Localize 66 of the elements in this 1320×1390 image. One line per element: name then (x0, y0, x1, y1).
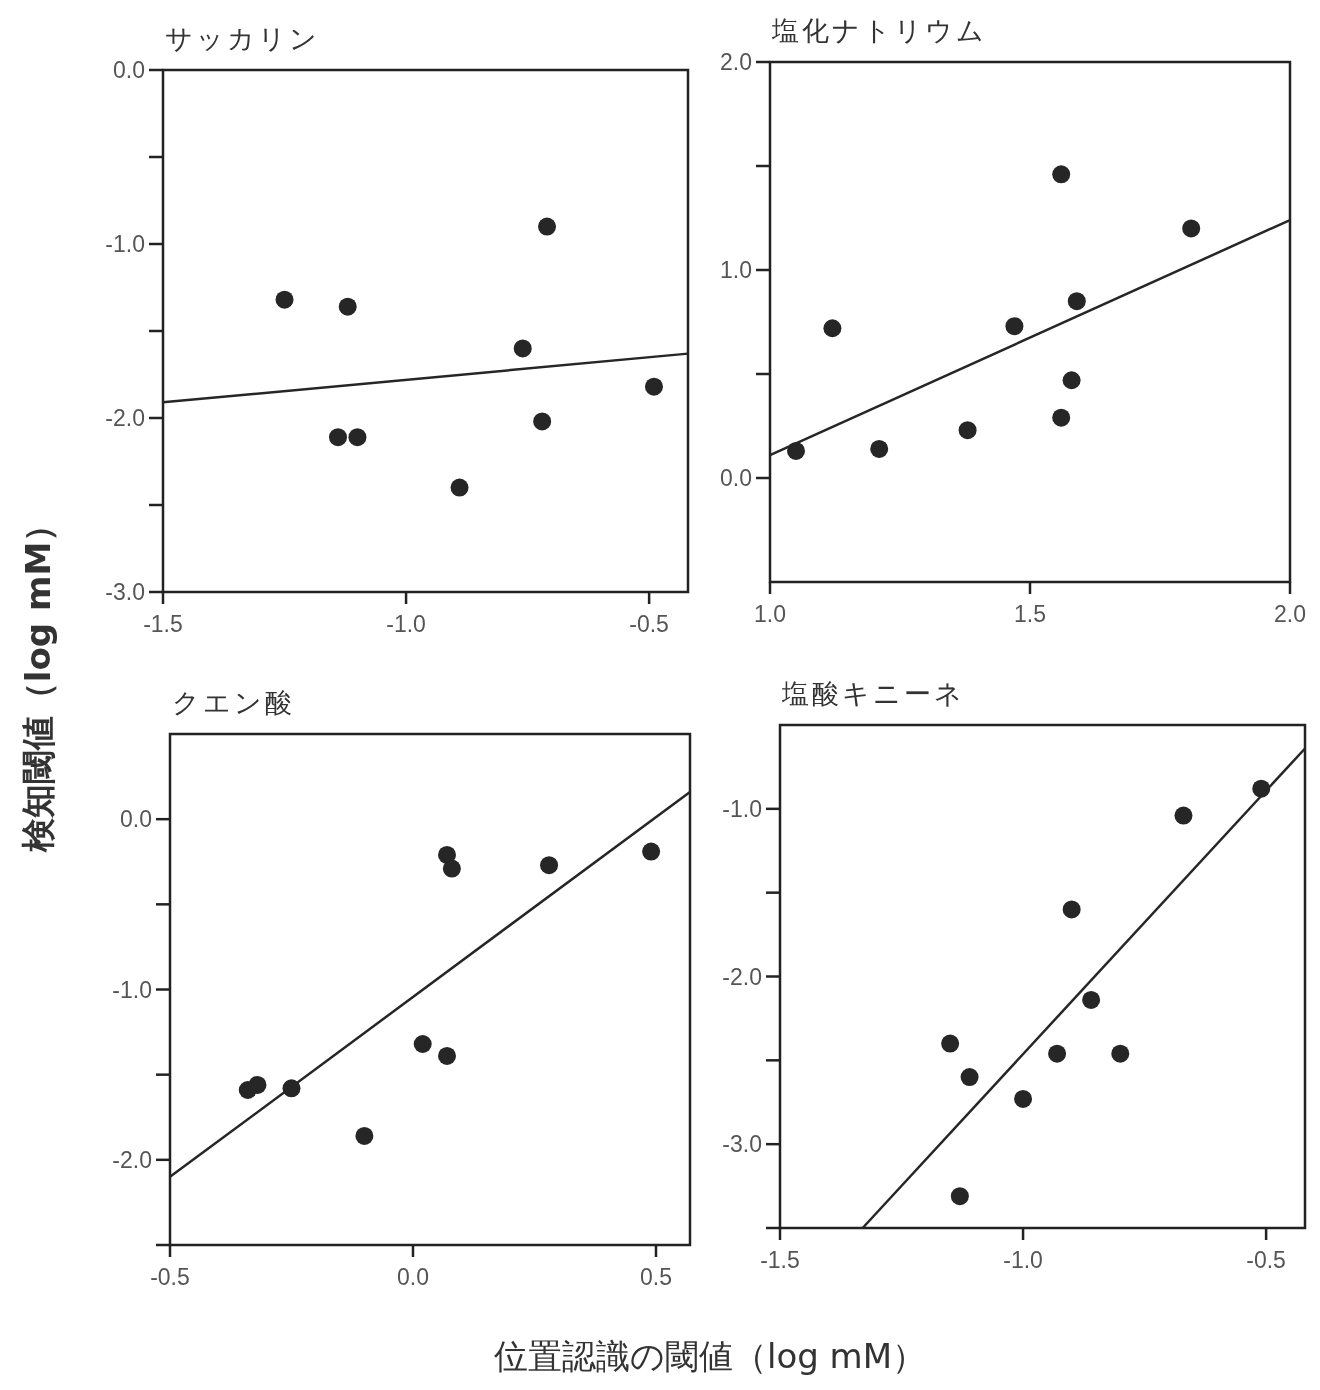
y-axis-title: 検知閾値（log mM） (18, 507, 58, 854)
y-tick-label: 1.0 (720, 257, 752, 284)
point (1048, 1044, 1067, 1063)
point (438, 845, 457, 864)
chart-title: 塩化ナトリウム (771, 15, 987, 46)
point (338, 297, 357, 316)
point (329, 428, 347, 447)
point (1062, 900, 1081, 919)
chart-title: 塩酸キニーネ (781, 678, 965, 709)
point (1062, 371, 1081, 390)
point (348, 428, 367, 447)
chart-title: サッカリン (165, 23, 320, 54)
x-tick-label: -1.0 (1003, 1247, 1043, 1273)
point (1111, 1044, 1130, 1063)
point (870, 439, 889, 458)
point (1005, 317, 1024, 336)
y-tick-label: 0.0 (120, 806, 152, 833)
x-tick-label: 1.0 (754, 601, 786, 627)
point (538, 217, 557, 236)
point (950, 1187, 969, 1206)
point (355, 1126, 374, 1145)
x-tick-label: -0.5 (629, 611, 669, 637)
point (450, 478, 469, 497)
point (513, 339, 532, 358)
y-tick-label: 2.0 (720, 49, 752, 76)
point (413, 1035, 432, 1054)
y-tick-label: -2.0 (105, 405, 145, 432)
x-axis-title: 位置認識の閾値（log mM） (493, 1336, 927, 1376)
point (442, 859, 461, 878)
x-tick-label: 1.5 (1014, 601, 1046, 627)
y-tick-label: 0.0 (720, 465, 752, 492)
point (248, 1075, 267, 1094)
point (275, 290, 294, 309)
x-tick-label: -0.5 (150, 1264, 190, 1290)
point (941, 1034, 960, 1053)
y-tick-label: -2.0 (112, 1146, 152, 1173)
y-tick-label: -3.0 (105, 579, 145, 606)
point (1174, 806, 1193, 825)
point (960, 1068, 979, 1087)
point (1082, 990, 1101, 1009)
x-tick-label: -0.5 (1246, 1247, 1286, 1273)
y-tick-label: -1.0 (722, 795, 762, 822)
x-tick-label: -1.0 (386, 611, 426, 637)
point (1067, 292, 1086, 311)
x-tick-label: -1.5 (143, 611, 183, 637)
point (1052, 408, 1071, 427)
point (1014, 1089, 1033, 1108)
point (644, 377, 663, 396)
point (823, 319, 842, 338)
x-tick-label: -1.5 (760, 1247, 800, 1273)
x-tick-label: 0.0 (397, 1264, 429, 1290)
point (958, 421, 977, 440)
y-tick-label: -1.0 (112, 976, 152, 1003)
point (1182, 219, 1201, 238)
point (533, 412, 552, 431)
x-tick-label: 0.5 (639, 1264, 672, 1290)
point (642, 842, 661, 861)
point (1052, 165, 1071, 184)
y-tick-label: -3.0 (722, 1131, 762, 1158)
chart-title: クエン酸 (172, 687, 295, 718)
point (540, 856, 559, 875)
x-tick-label: 2.0 (1274, 601, 1306, 627)
y-tick-label: -2.0 (722, 963, 762, 990)
y-tick-label: 0.0 (113, 57, 145, 84)
y-tick-label: -1.0 (105, 231, 145, 258)
point (438, 1046, 457, 1065)
